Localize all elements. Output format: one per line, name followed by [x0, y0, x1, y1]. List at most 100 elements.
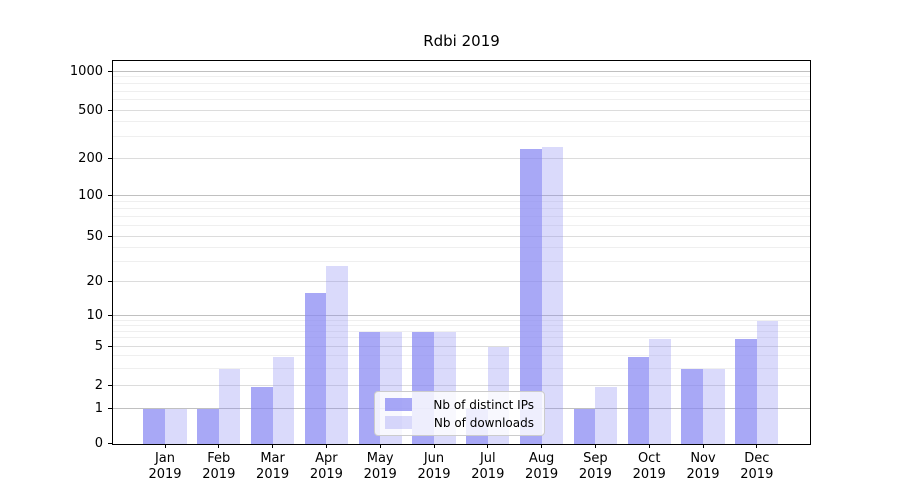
x-tick-month: Apr: [315, 451, 338, 466]
bar-distinct-ips-nov: [681, 369, 703, 444]
x-tick-mark: [702, 444, 704, 448]
x-tick-year: 2019: [256, 467, 290, 482]
x-tick-year: 2019: [632, 467, 666, 482]
legend-entry-downloads: Nb of downloads: [385, 416, 534, 430]
gridline-minor: [113, 330, 810, 332]
legend-swatch-distinct-ips: [385, 398, 412, 411]
gridline-mid: [113, 109, 810, 111]
y-tick-label-500: 500: [78, 102, 103, 118]
y-tick-label-1: 1: [94, 400, 103, 416]
x-tick-year: 2019: [417, 467, 451, 482]
gridline-minor: [113, 207, 810, 209]
gridline-mid: [113, 385, 810, 386]
x-tick-month: Sep: [583, 451, 608, 466]
legend-label-distinct-ips: Nb of distinct IPs: [433, 397, 534, 412]
gridline-minor: [113, 121, 810, 123]
x-tick-month: Jan: [154, 451, 176, 466]
y-tick-mark: [108, 235, 113, 237]
x-tick-label-nov: Nov 2019: [668, 451, 738, 483]
x-tick-label-sep: Sep 2019: [560, 451, 630, 483]
bar-downloads-aug: [541, 146, 564, 444]
y-tick-mark: [108, 385, 113, 386]
x-tick-label-dec: Dec 2019: [722, 451, 792, 483]
bar-downloads-nov: [703, 369, 725, 444]
gridline-minor: [113, 367, 810, 369]
gridline-minor: [113, 76, 810, 78]
x-tick-label-oct: Oct 2019: [614, 451, 684, 483]
x-tick-mark: [541, 444, 543, 448]
gridline-mid: [113, 157, 810, 159]
x-tick-mark: [164, 444, 166, 448]
bar-downloads-oct: [649, 338, 671, 444]
gridline-minor: [113, 355, 810, 357]
gridline-major: [113, 70, 810, 72]
x-tick-label-jan: Jan 2019: [130, 451, 200, 483]
y-tick-label-0: 0: [94, 436, 103, 451]
y-tick-mark: [108, 281, 113, 282]
legend-entry-distinct-ips: Nb of distinct IPs: [385, 398, 534, 412]
x-tick-year: 2019: [471, 467, 505, 482]
bar-distinct-ips-apr: [304, 293, 327, 444]
x-tick-year: 2019: [740, 467, 774, 482]
y-tick-mark: [108, 194, 113, 196]
y-tick-mark: [108, 109, 113, 111]
x-tick-month: Feb: [207, 451, 231, 466]
y-tick-label-20: 20: [86, 274, 103, 289]
x-tick-label-apr: Apr 2019: [291, 451, 361, 483]
bar-distinct-ips-feb: [197, 409, 219, 444]
gridline-minor: [113, 260, 810, 262]
y-tick-mark: [108, 70, 113, 72]
x-tick-label-aug: Aug 2019: [507, 451, 577, 483]
bar-downloads-sep: [595, 386, 618, 444]
bar-distinct-ips-dec: [735, 338, 757, 444]
legend-swatch-downloads: [385, 416, 412, 429]
x-tick-month: Nov: [690, 451, 716, 466]
x-tick-month: Mar: [260, 451, 285, 466]
gridline-minor: [113, 90, 810, 92]
x-tick-label-feb: Feb 2019: [184, 451, 254, 483]
x-tick-mark: [218, 444, 220, 448]
y-tick-label-50: 50: [86, 228, 103, 244]
bar-downloads-feb: [218, 369, 241, 444]
x-tick-mark: [756, 444, 758, 448]
y-tick-label-1000: 1000: [69, 63, 103, 79]
x-tick-month: Jul: [479, 451, 496, 466]
chart-title: Rdbi 2019: [423, 32, 500, 50]
x-tick-month: Dec: [744, 451, 770, 466]
plot-area: Nb of distinct IPs Nb of downloads: [112, 60, 811, 445]
bar-distinct-ips-oct: [627, 356, 650, 444]
x-tick-year: 2019: [363, 467, 397, 482]
y-tick-label-2: 2: [94, 378, 103, 393]
x-tick-mark: [433, 444, 435, 448]
gridline-mid: [113, 345, 810, 347]
x-tick-year: 2019: [686, 467, 720, 482]
gridline-minor: [113, 224, 810, 226]
bar-downloads-jan: [165, 409, 187, 444]
gridline-minor: [113, 99, 810, 101]
y-tick-mark: [108, 443, 113, 444]
bar-distinct-ips-sep: [573, 409, 596, 444]
y-tick-label-200: 200: [78, 150, 103, 166]
y-tick-mark: [108, 157, 113, 159]
legend: Nb of distinct IPs Nb of downloads: [374, 391, 545, 436]
bar-distinct-ips-mar: [250, 386, 273, 444]
gridline-minor: [113, 215, 810, 217]
bar-downloads-apr: [326, 265, 349, 444]
gridline-major: [113, 194, 810, 196]
y-tick-mark: [108, 407, 113, 409]
gridline-minor: [113, 200, 810, 202]
x-tick-mark: [487, 444, 489, 448]
x-tick-year: 2019: [202, 467, 236, 482]
gridline-minor: [113, 83, 810, 85]
gridline-mid: [113, 281, 810, 282]
gridline-major: [113, 314, 810, 316]
y-tick-mark: [108, 345, 113, 347]
x-tick-label-jul: Jul 2019: [453, 451, 523, 483]
bar-distinct-ips-jan: [143, 409, 165, 444]
x-tick-label-may: May 2019: [345, 451, 415, 483]
x-tick-year: 2019: [525, 467, 559, 482]
x-tick-month: May: [366, 451, 394, 466]
bar-distinct-ips-aug: [519, 149, 542, 444]
x-tick-month: Jun: [423, 451, 445, 466]
